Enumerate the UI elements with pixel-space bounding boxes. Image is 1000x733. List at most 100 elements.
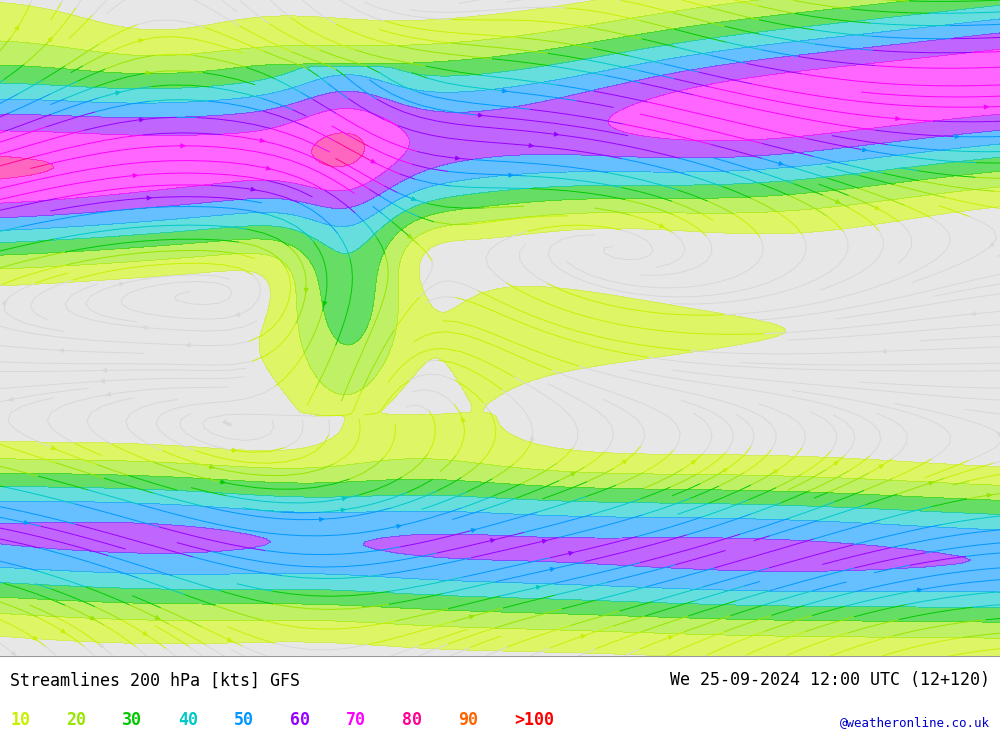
FancyArrowPatch shape [106,392,111,397]
FancyArrowPatch shape [51,446,55,449]
Text: 60: 60 [290,711,310,729]
FancyArrowPatch shape [571,473,575,476]
FancyArrowPatch shape [143,632,147,636]
FancyArrowPatch shape [186,343,190,347]
FancyArrowPatch shape [143,325,147,330]
FancyArrowPatch shape [478,113,483,117]
FancyArrowPatch shape [622,460,627,464]
FancyArrowPatch shape [33,636,37,641]
FancyArrowPatch shape [471,528,476,532]
FancyArrowPatch shape [469,615,474,619]
Text: 10: 10 [10,711,30,729]
FancyArrowPatch shape [223,420,227,424]
FancyArrowPatch shape [260,139,264,142]
FancyArrowPatch shape [536,586,540,589]
FancyArrowPatch shape [146,71,151,75]
FancyArrowPatch shape [60,348,64,353]
Text: 20: 20 [66,711,86,729]
FancyArrowPatch shape [659,224,664,227]
Text: Streamlines 200 hPa [kts] GFS: Streamlines 200 hPa [kts] GFS [10,671,300,690]
Text: 40: 40 [178,711,198,729]
FancyArrowPatch shape [691,460,696,464]
FancyArrowPatch shape [862,148,867,152]
FancyArrowPatch shape [550,567,554,571]
FancyArrowPatch shape [997,432,1000,436]
FancyArrowPatch shape [181,144,185,148]
FancyArrowPatch shape [140,118,144,122]
FancyArrowPatch shape [834,461,839,465]
FancyArrowPatch shape [119,282,124,286]
FancyArrowPatch shape [668,636,673,639]
FancyArrowPatch shape [236,313,240,317]
FancyArrowPatch shape [61,629,66,633]
FancyArrowPatch shape [408,235,412,239]
FancyArrowPatch shape [879,465,884,468]
FancyArrowPatch shape [2,301,6,305]
FancyArrowPatch shape [342,670,347,674]
FancyArrowPatch shape [955,135,959,139]
FancyArrowPatch shape [101,379,105,383]
FancyArrowPatch shape [509,173,513,177]
FancyArrowPatch shape [569,551,573,556]
FancyArrowPatch shape [917,588,922,592]
FancyArrowPatch shape [266,166,270,170]
FancyArrowPatch shape [416,672,421,676]
Text: We 25-09-2024 12:00 UTC (12+120): We 25-09-2024 12:00 UTC (12+120) [670,671,990,690]
Text: 50: 50 [234,711,254,729]
FancyArrowPatch shape [217,666,222,671]
FancyArrowPatch shape [210,465,214,468]
FancyArrowPatch shape [139,39,143,43]
FancyArrowPatch shape [24,520,28,524]
FancyArrowPatch shape [397,525,401,528]
FancyArrowPatch shape [581,635,585,638]
FancyArrowPatch shape [251,188,255,191]
FancyArrowPatch shape [99,644,104,648]
FancyArrowPatch shape [11,652,16,656]
FancyArrowPatch shape [990,243,994,247]
FancyArrowPatch shape [304,288,308,292]
Text: 80: 80 [402,711,422,729]
FancyArrowPatch shape [971,312,975,316]
FancyArrowPatch shape [554,132,558,136]
FancyArrowPatch shape [103,369,107,372]
FancyArrowPatch shape [133,174,137,177]
FancyArrowPatch shape [835,199,840,203]
FancyArrowPatch shape [490,539,495,542]
FancyArrowPatch shape [342,497,346,501]
FancyArrowPatch shape [779,161,783,165]
FancyArrowPatch shape [456,156,460,160]
FancyArrowPatch shape [530,436,534,441]
FancyArrowPatch shape [896,117,900,120]
FancyArrowPatch shape [882,350,886,353]
FancyArrowPatch shape [341,508,345,512]
Text: 30: 30 [122,711,142,729]
FancyArrowPatch shape [90,616,95,620]
FancyArrowPatch shape [323,301,327,306]
FancyArrowPatch shape [9,397,13,401]
Text: >100: >100 [514,711,554,729]
FancyArrowPatch shape [371,159,375,163]
Text: 70: 70 [346,711,366,729]
Text: @weatheronline.co.uk: @weatheronline.co.uk [840,716,990,729]
FancyArrowPatch shape [723,468,728,472]
FancyArrowPatch shape [984,105,988,109]
FancyArrowPatch shape [232,449,236,452]
FancyArrowPatch shape [875,206,879,210]
FancyArrowPatch shape [462,418,465,422]
FancyArrowPatch shape [929,482,933,485]
FancyArrowPatch shape [411,197,416,201]
FancyArrowPatch shape [987,493,991,498]
FancyArrowPatch shape [228,638,232,641]
FancyArrowPatch shape [155,616,160,619]
FancyArrowPatch shape [542,539,547,543]
FancyArrowPatch shape [221,480,225,484]
FancyArrowPatch shape [529,144,533,147]
FancyArrowPatch shape [774,470,778,474]
FancyArrowPatch shape [116,91,120,95]
FancyArrowPatch shape [319,517,324,521]
FancyArrowPatch shape [15,26,18,30]
FancyArrowPatch shape [48,37,52,42]
FancyArrowPatch shape [147,196,151,200]
FancyArrowPatch shape [503,89,507,93]
Text: 90: 90 [458,711,478,729]
